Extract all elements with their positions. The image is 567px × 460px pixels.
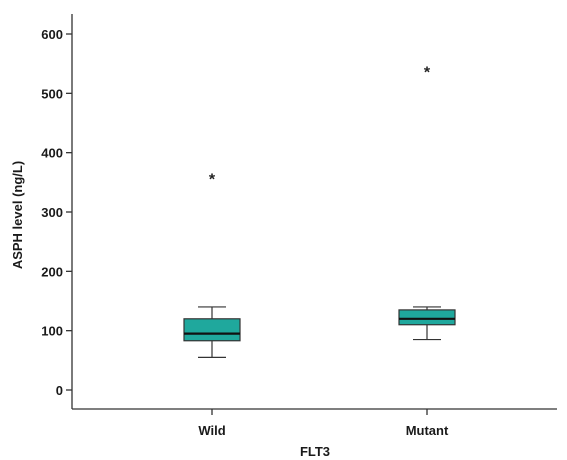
y-tick-label: 200 <box>41 264 63 279</box>
y-axis-title: ASPH level (ng/L) <box>10 161 25 269</box>
box-mutant: * <box>398 65 456 341</box>
boxes: ** <box>183 65 456 358</box>
x-tick-label: Wild <box>198 423 225 438</box>
outlier-point: * <box>209 171 216 188</box>
y-tick-label: 400 <box>41 146 63 161</box>
y-tick-label: 300 <box>41 205 63 220</box>
box-body <box>398 309 456 326</box>
y-ticks: 0 100 200 300 400 500 600 Wild Mutant <box>41 27 449 438</box>
box-body <box>183 318 241 342</box>
y-tick-label: 500 <box>41 86 63 101</box>
y-tick-label: 100 <box>41 324 63 339</box>
y-tick-label: 0 <box>56 383 63 398</box>
y-tick-label: 600 <box>41 27 63 42</box>
box-wild: * <box>183 171 241 358</box>
outlier-point: * <box>424 65 431 82</box>
x-tick-label: Mutant <box>406 423 449 438</box>
x-axis-title: FLT3 <box>300 444 330 459</box>
axes <box>71 14 557 410</box>
